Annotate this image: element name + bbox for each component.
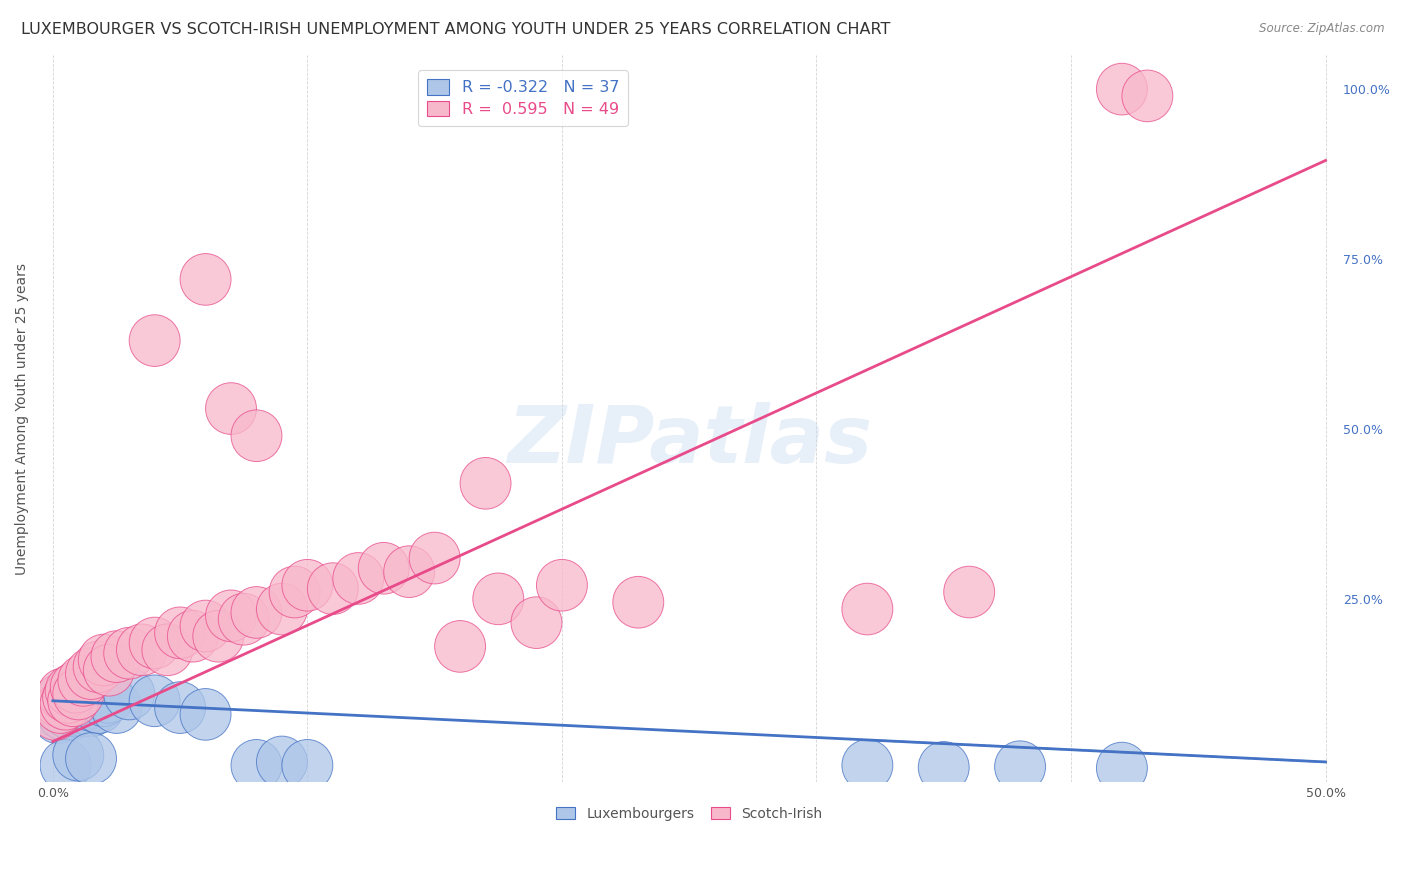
Ellipse shape	[1097, 742, 1147, 794]
Ellipse shape	[283, 739, 333, 791]
Ellipse shape	[73, 641, 124, 692]
Ellipse shape	[1097, 63, 1147, 115]
Ellipse shape	[32, 692, 83, 744]
Ellipse shape	[842, 583, 893, 635]
Ellipse shape	[51, 661, 101, 713]
Ellipse shape	[180, 600, 231, 652]
Ellipse shape	[91, 631, 142, 682]
Ellipse shape	[180, 689, 231, 740]
Ellipse shape	[41, 685, 91, 737]
Ellipse shape	[256, 736, 308, 788]
Ellipse shape	[384, 546, 434, 598]
Ellipse shape	[91, 681, 142, 733]
Ellipse shape	[35, 681, 86, 733]
Ellipse shape	[41, 739, 91, 791]
Ellipse shape	[117, 624, 167, 675]
Ellipse shape	[918, 741, 969, 793]
Ellipse shape	[409, 533, 460, 584]
Ellipse shape	[38, 672, 89, 723]
Ellipse shape	[129, 315, 180, 367]
Ellipse shape	[83, 644, 135, 696]
Ellipse shape	[129, 617, 180, 669]
Ellipse shape	[79, 634, 129, 686]
Ellipse shape	[53, 668, 104, 720]
Ellipse shape	[510, 597, 562, 648]
Ellipse shape	[167, 610, 218, 662]
Ellipse shape	[45, 665, 96, 716]
Ellipse shape	[231, 739, 283, 791]
Ellipse shape	[104, 668, 155, 720]
Ellipse shape	[129, 675, 180, 727]
Ellipse shape	[333, 553, 384, 604]
Ellipse shape	[35, 681, 86, 733]
Ellipse shape	[231, 587, 283, 639]
Ellipse shape	[48, 675, 98, 727]
Ellipse shape	[842, 739, 893, 791]
Ellipse shape	[205, 383, 256, 434]
Ellipse shape	[58, 685, 108, 737]
Ellipse shape	[79, 675, 129, 727]
Ellipse shape	[142, 624, 193, 675]
Ellipse shape	[45, 689, 96, 740]
Ellipse shape	[155, 681, 205, 733]
Ellipse shape	[38, 668, 89, 720]
Legend: Luxembourgers, Scotch-Irish: Luxembourgers, Scotch-Irish	[550, 801, 828, 826]
Text: Source: ZipAtlas.com: Source: ZipAtlas.com	[1260, 22, 1385, 36]
Ellipse shape	[51, 685, 101, 737]
Ellipse shape	[32, 675, 83, 727]
Ellipse shape	[205, 590, 256, 641]
Ellipse shape	[41, 678, 91, 730]
Ellipse shape	[537, 559, 588, 611]
Ellipse shape	[218, 593, 269, 645]
Ellipse shape	[308, 563, 359, 615]
Ellipse shape	[66, 648, 117, 699]
Ellipse shape	[359, 542, 409, 594]
Ellipse shape	[193, 610, 243, 662]
Ellipse shape	[60, 678, 111, 730]
Text: LUXEMBOURGER VS SCOTCH-IRISH UNEMPLOYMENT AMONG YOUTH UNDER 25 YEARS CORRELATION: LUXEMBOURGER VS SCOTCH-IRISH UNEMPLOYMEN…	[21, 22, 890, 37]
Ellipse shape	[943, 566, 994, 618]
Ellipse shape	[58, 655, 108, 706]
Ellipse shape	[613, 576, 664, 628]
Ellipse shape	[42, 672, 94, 723]
Ellipse shape	[53, 681, 104, 733]
Ellipse shape	[155, 607, 205, 658]
Ellipse shape	[66, 685, 117, 737]
Ellipse shape	[460, 458, 510, 509]
Ellipse shape	[73, 681, 124, 733]
Ellipse shape	[45, 681, 96, 733]
Ellipse shape	[472, 573, 524, 624]
Ellipse shape	[83, 672, 135, 723]
Ellipse shape	[994, 741, 1046, 792]
Ellipse shape	[104, 627, 155, 679]
Text: ZIPatlas: ZIPatlas	[506, 401, 872, 480]
Ellipse shape	[1122, 70, 1173, 121]
Ellipse shape	[32, 678, 83, 730]
Ellipse shape	[231, 410, 283, 461]
Ellipse shape	[35, 675, 86, 727]
Ellipse shape	[283, 559, 333, 611]
Y-axis label: Unemployment Among Youth under 25 years: Unemployment Among Youth under 25 years	[15, 263, 30, 574]
Ellipse shape	[38, 689, 89, 740]
Ellipse shape	[269, 566, 321, 618]
Ellipse shape	[41, 678, 91, 730]
Ellipse shape	[180, 253, 231, 305]
Ellipse shape	[66, 732, 117, 784]
Ellipse shape	[30, 685, 80, 737]
Ellipse shape	[42, 675, 94, 727]
Ellipse shape	[256, 583, 308, 635]
Ellipse shape	[48, 678, 98, 730]
Ellipse shape	[55, 675, 107, 727]
Ellipse shape	[434, 621, 485, 673]
Ellipse shape	[30, 689, 80, 740]
Ellipse shape	[53, 730, 104, 781]
